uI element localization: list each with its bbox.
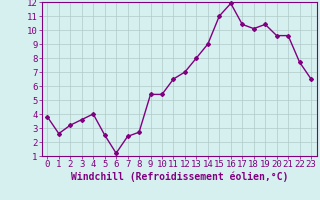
X-axis label: Windchill (Refroidissement éolien,°C): Windchill (Refroidissement éolien,°C) — [70, 172, 288, 182]
